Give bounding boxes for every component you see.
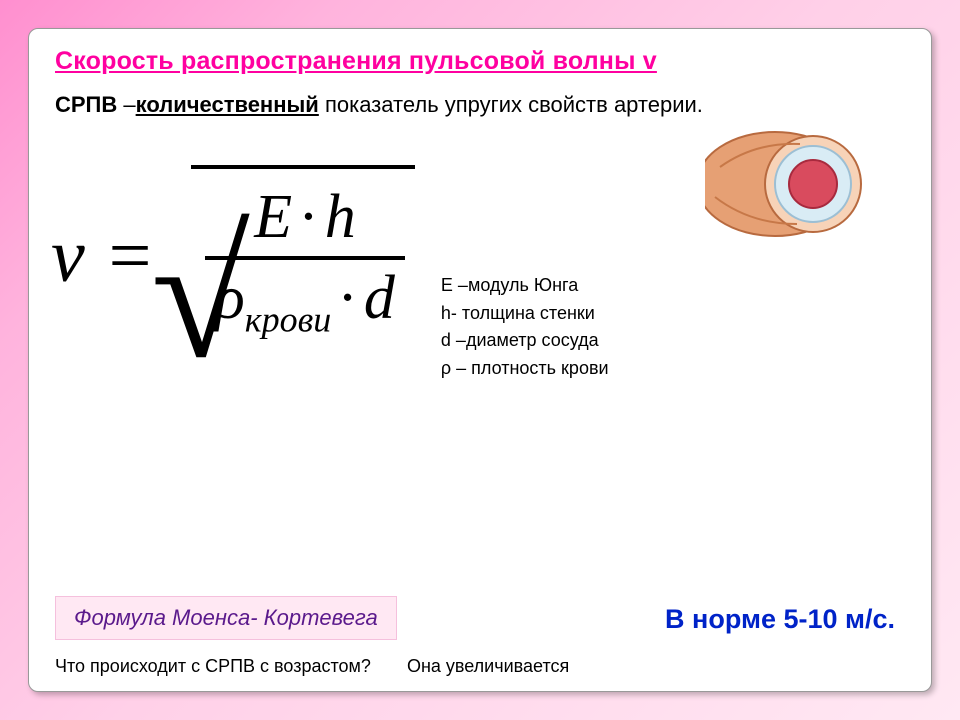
- subtitle-underline: количественный: [136, 92, 319, 117]
- bottom-section: Формула Моенса- Кортевега В норме 5-10 м…: [55, 596, 905, 677]
- var-h: h: [325, 183, 356, 251]
- legend-rho: ρ – плотность крови: [441, 355, 609, 383]
- artery-diagram: [705, 122, 885, 242]
- formula-name-box: Формула Моенса- Кортевега: [55, 596, 397, 640]
- var-rho-sub: крови: [245, 300, 331, 340]
- dot-1: ·: [292, 183, 325, 251]
- var-d: d: [364, 264, 395, 332]
- var-E: E: [254, 183, 292, 251]
- slide-card: Скорость распространения пульсовой волны…: [28, 28, 932, 692]
- legend-d: d –диаметр сосуда: [441, 327, 609, 355]
- formula: v = √ E·h ρкрови·d: [51, 165, 415, 347]
- right-column: E –модуль Юнга h- толщина стенки d –диам…: [433, 130, 905, 384]
- formula-lhs: v =: [51, 218, 155, 294]
- answer-text: Она увеличивается: [407, 656, 569, 677]
- subtitle-acronym: СРПВ: [55, 92, 117, 117]
- fraction-numerator: E·h: [244, 179, 366, 256]
- sqrt-bar: [191, 165, 415, 169]
- variable-legend: E –модуль Юнга h- толщина стенки d –диам…: [441, 272, 609, 384]
- subtitle-dash: –: [117, 92, 135, 117]
- question-answer-row: Что происходит с СРПВ с возрастом? Она у…: [55, 656, 905, 677]
- dot-2: ·: [331, 264, 364, 332]
- legend-E: E –модуль Юнга: [441, 272, 609, 300]
- artery-svg-icon: [705, 122, 885, 242]
- sqrt-radical-icon: √: [151, 242, 250, 350]
- subtitle-rest: показатель упругих свойств артерии.: [319, 92, 703, 117]
- slide-subtitle: СРПВ –количественный показатель упругих …: [55, 90, 905, 120]
- question-text: Что происходит с СРПВ с возрастом?: [55, 656, 371, 677]
- middle-row: v = √ E·h ρкрови·d: [55, 130, 905, 384]
- legend-h: h- толщина стенки: [441, 300, 609, 328]
- formula-sqrt: √ E·h ρкрови·d: [165, 165, 415, 347]
- norm-value: В норме 5-10 м/с.: [665, 604, 895, 635]
- artery-lumen: [789, 160, 837, 208]
- slide-title: Скорость распространения пульсовой волны…: [55, 47, 905, 76]
